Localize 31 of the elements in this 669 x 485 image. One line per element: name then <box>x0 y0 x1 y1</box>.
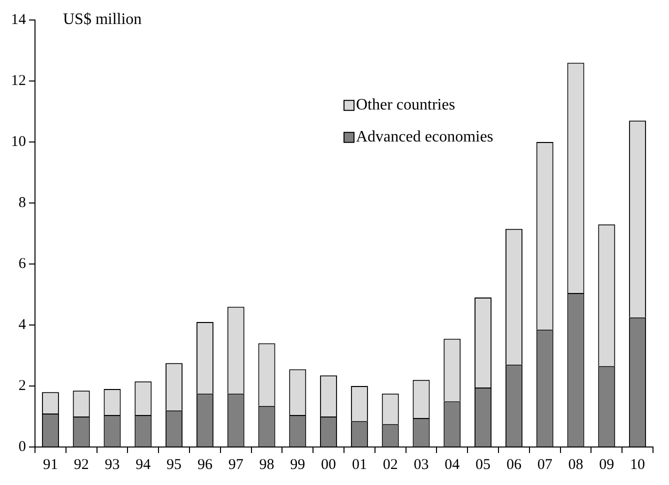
x-tick-label: 99 <box>290 456 306 473</box>
y-tick-label: 12 <box>11 72 26 89</box>
x-tick-label: 03 <box>414 456 429 473</box>
y-tick-label: 8 <box>18 194 26 211</box>
x-tick-label: 95 <box>166 456 182 473</box>
legend-label: Other countries <box>356 96 456 114</box>
y-tick-label: 14 <box>11 12 26 28</box>
x-tick-label: 05 <box>476 456 491 473</box>
x-tick-label: 91 <box>42 456 58 473</box>
x-tick-label: 98 <box>259 456 274 473</box>
x-tick-label: 10 <box>630 456 646 473</box>
y-tick-label: 4 <box>18 316 26 333</box>
x-tick-label: 94 <box>136 456 152 473</box>
x-tick-label: 07 <box>537 456 553 473</box>
x-tick-label: 97 <box>228 456 244 473</box>
x-tick-label: 93 <box>104 456 120 473</box>
x-tick-label: 96 <box>197 456 213 473</box>
x-tick-label: 08 <box>568 456 584 473</box>
y-tick-label: 0 <box>18 438 26 455</box>
x-tick-label: 92 <box>74 456 89 473</box>
x-tick-label: 09 <box>599 456 614 473</box>
x-tick-label: 04 <box>444 456 460 473</box>
x-tick-label: 02 <box>382 456 398 473</box>
y-tick-label: 10 <box>11 134 26 150</box>
x-tick-label: 01 <box>352 456 367 473</box>
x-tick-label: 00 <box>321 456 336 473</box>
legend-label: Advanced economies <box>356 128 494 146</box>
y-tick-label: 2 <box>18 378 26 394</box>
y-axis-title: US$ million <box>63 11 142 28</box>
x-tick-label: 06 <box>506 456 522 473</box>
y-tick-label: 6 <box>18 256 26 272</box>
